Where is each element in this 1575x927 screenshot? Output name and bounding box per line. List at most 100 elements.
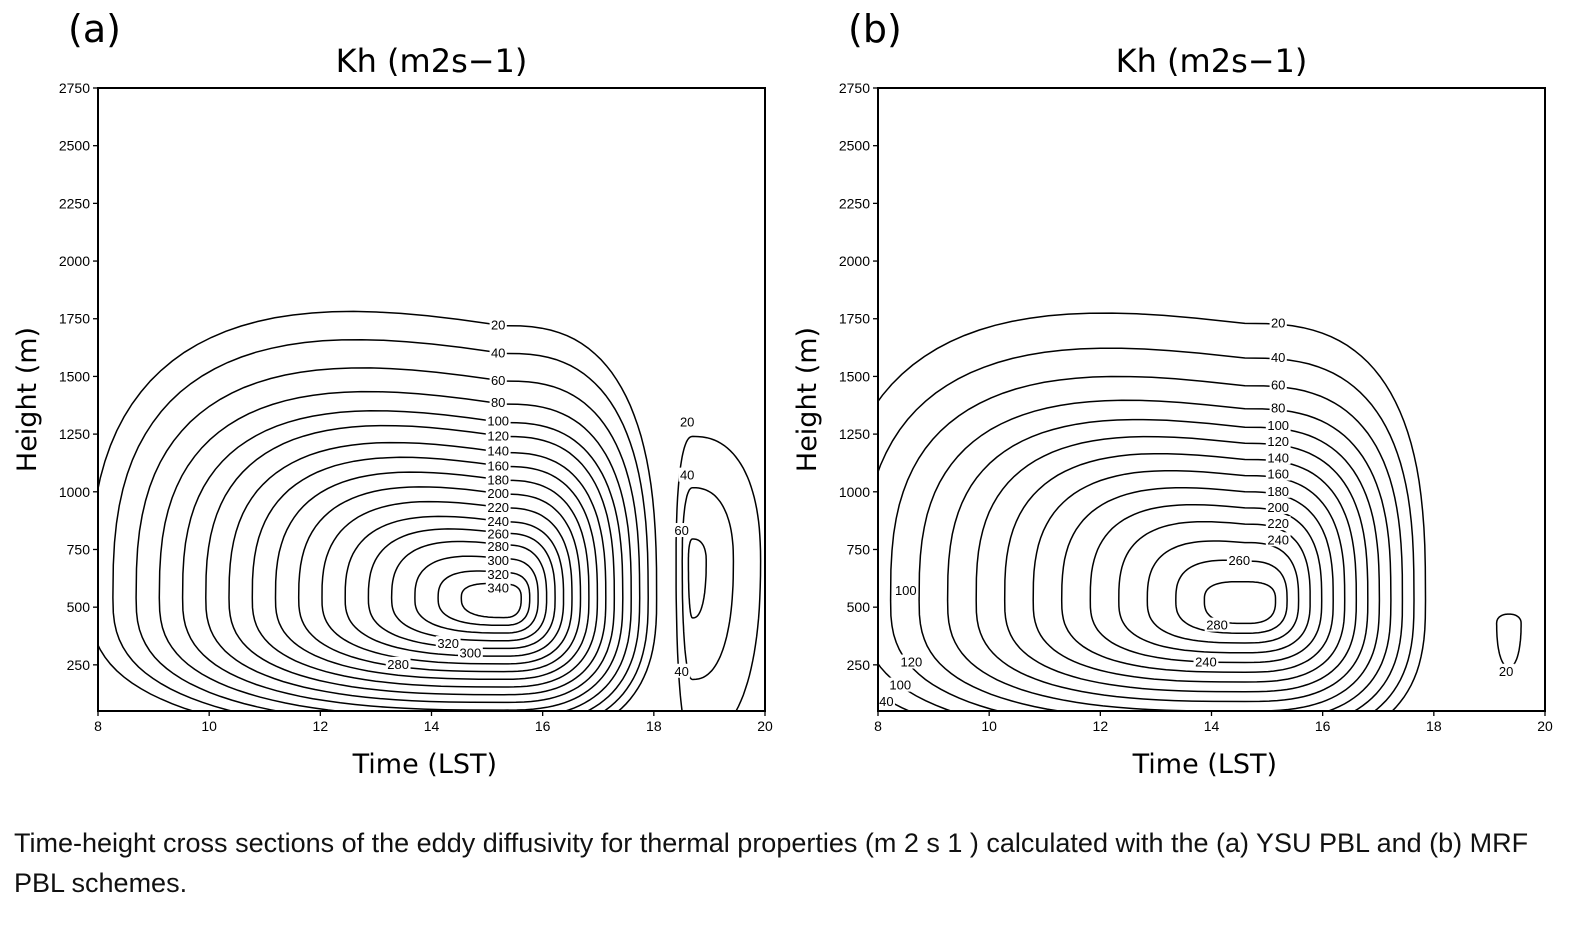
contour-label: 200 [487,486,509,501]
contour-label-bg [1269,349,1287,364]
contour-label-bg [1265,483,1291,498]
contour-label: 280 [1206,618,1228,633]
contour-label: 160 [487,458,509,473]
plot-frame [877,87,1546,712]
contour-line-60 [889,375,1404,711]
contour-label-bg [877,693,895,708]
contour-label-bg [1265,499,1291,514]
y-tick-label: 1250 [59,426,90,442]
contour-label-bg [485,413,511,428]
y-tick-label: 2000 [839,253,870,269]
contour-label: 100 [895,583,917,598]
contour-label: 140 [487,443,509,458]
contour-line-120 [205,424,616,704]
contour-label-bg [458,645,483,660]
contour-line-160 [251,456,599,688]
contour-label: 140 [1267,450,1289,465]
contour-line-280 [390,540,548,642]
y-tick-label: 2250 [839,195,870,211]
contour-label: 240 [1195,655,1217,670]
contour-label: 100 [889,678,911,693]
contour-line-220 [321,500,573,665]
contour-label-bg [893,583,919,598]
y-tick-label: 2750 [59,80,90,96]
contour-label-bg [485,580,511,595]
contour-label: 240 [487,514,509,529]
y-tick-label: 1500 [59,368,90,384]
x-tick-label: 20 [757,718,773,734]
contour-label-bg [485,499,511,514]
contour-label-bg [485,458,511,473]
contour-line-300 [414,555,539,634]
contour-label: 40 [674,664,688,679]
contour-label-bg [485,526,511,541]
contour-label-bg [1193,654,1219,669]
contour-label-bg [678,414,696,429]
contour-label-bg [1497,663,1515,678]
contour-label: 100 [487,413,509,428]
contour-label-bg [898,654,924,669]
contour-line-320 [437,570,531,627]
contour-label: 260 [1228,553,1250,568]
y-tick-label: 2500 [59,138,90,154]
y-tick-label: 2750 [839,80,870,96]
contour-label: 220 [1267,516,1289,531]
contour-label: 300 [460,645,482,660]
contour-label: 40 [1271,350,1285,365]
contour-line-80 [158,390,632,711]
contour-line-280 [1203,580,1277,625]
contour-label-bg [673,663,691,678]
contour-field [878,312,1522,711]
contour-label-bg [678,467,696,482]
contour-label: 20 [491,318,505,333]
contour-label-bg [385,656,411,671]
contour-label: 80 [1271,401,1285,416]
contour-label: 60 [491,373,505,388]
y-tick-label: 1500 [839,368,870,384]
contour-line-180 [274,471,590,681]
x-tick-label: 14 [1204,718,1220,734]
x-tick-label: 20 [1537,718,1553,734]
panel-a: (a) Kh (m2s−1) Time (LST) Height (m) 8 10 12 14… [12,7,773,780]
contour-label-bg [1269,400,1287,415]
x-tick-label: 8 [94,718,102,734]
panel-label: (a) [68,7,121,51]
contour-label-bg [1269,315,1287,330]
contour-label: 200 [1267,500,1289,515]
contour-label: 280 [487,539,509,554]
y-tick-label: 250 [67,657,91,673]
contour-label: 60 [1271,378,1285,393]
x-tick-label: 12 [313,718,329,734]
contour-label: 180 [1267,484,1289,499]
plot-frame [97,87,766,712]
contour-label-bg [489,373,507,388]
contour-line-100 [181,410,624,711]
contour-label-bg [485,566,511,581]
contour-label: 120 [1267,434,1289,449]
contour-label-bg [485,472,511,487]
x-tick-label: 10 [201,718,217,734]
x-axis-title: Time (LST) [352,749,497,780]
x-tick-label: 12 [1093,718,1109,734]
x-tick-label: 10 [981,718,997,734]
contour-line-240 [1146,540,1300,644]
contour-label: 80 [491,395,505,410]
y-axis-title: Height (m) [12,327,43,472]
contour-label: 120 [487,428,509,443]
contour-line-200 [1089,503,1323,664]
y-tick-label: 1250 [839,426,870,442]
contour-label: 260 [487,526,509,541]
contour-label: 320 [437,636,459,651]
contour-label-bg [435,636,461,651]
contour-line-260 [367,528,556,650]
contour-line-100 [946,418,1381,711]
contour-label: 60 [674,523,688,538]
contour-line-20 [98,310,658,711]
contour-line-240 [344,515,565,657]
contour-line-20 [675,435,762,711]
x-axis-title: Time (LST) [1132,749,1277,780]
y-tick-label: 1750 [59,311,90,327]
contour-label-bg [489,345,507,360]
contour-label-bg [1265,418,1291,433]
contour-label: 40 [879,694,893,709]
